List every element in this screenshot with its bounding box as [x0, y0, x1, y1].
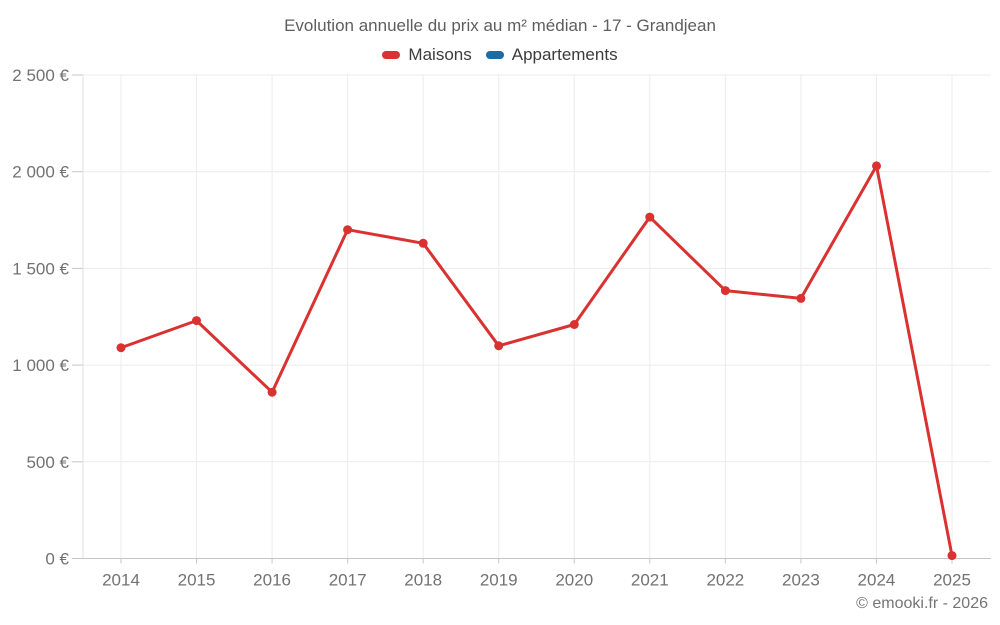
legend-item-maisons[interactable]: Maisons	[382, 45, 472, 65]
series-line-maisons	[119, 164, 954, 558]
chart-title: Evolution annuelle du prix au m² médian …	[284, 16, 716, 35]
data-point[interactable]	[645, 212, 655, 222]
y-axis-tick-label: 2 500 €	[12, 66, 69, 85]
legend-label-maisons: Maisons	[408, 45, 472, 64]
data-point[interactable]	[343, 225, 353, 235]
x-axis-tick-label: 2015	[178, 571, 216, 590]
data-point[interactable]	[872, 161, 881, 171]
x-axis-tick-label: 2023	[782, 571, 820, 590]
data-point[interactable]	[267, 387, 277, 397]
y-axis-tick-label: 0 €	[45, 550, 69, 569]
data-point[interactable]	[418, 238, 428, 248]
data-point[interactable]	[116, 343, 126, 353]
legend-label-appartements: Appartements	[511, 45, 618, 64]
y-axis-tick-label: 1 000 €	[12, 356, 69, 375]
x-axis-tick-label: 2022	[706, 571, 744, 590]
x-axis-tick-label: 2016	[253, 571, 291, 590]
x-axis-tick-label: 2020	[555, 571, 593, 590]
maisons-series-swatch-icon	[382, 51, 401, 59]
x-axis-tick-label: 2014	[102, 571, 140, 590]
x-axis-tick-label: 2021	[631, 571, 669, 590]
x-axis-tick-label: 2025	[933, 571, 971, 590]
copyright-text: © emooki.fr - 2026	[856, 595, 988, 612]
data-point[interactable]	[947, 551, 957, 561]
data-point[interactable]	[796, 293, 806, 303]
y-axis-tick-label: 500 €	[26, 453, 69, 472]
legend-item-appartements[interactable]: Appartements	[485, 45, 618, 65]
legend: Maisons Appartements	[0, 45, 1000, 65]
data-point[interactable]	[569, 320, 579, 329]
data-point[interactable]	[720, 286, 730, 296]
data-point[interactable]	[494, 341, 504, 351]
data-point[interactable]	[192, 316, 201, 326]
y-axis-tick-label: 1 500 €	[12, 259, 69, 278]
x-axis-tick-label: 2024	[858, 571, 896, 590]
x-axis-tick-label: 2017	[329, 571, 367, 590]
x-axis-tick-label: 2018	[404, 571, 442, 590]
appartements-series-swatch-icon	[485, 51, 504, 59]
x-axis-tick-label: 2019	[480, 571, 518, 590]
y-axis-tick-label: 2 000 €	[12, 163, 69, 182]
